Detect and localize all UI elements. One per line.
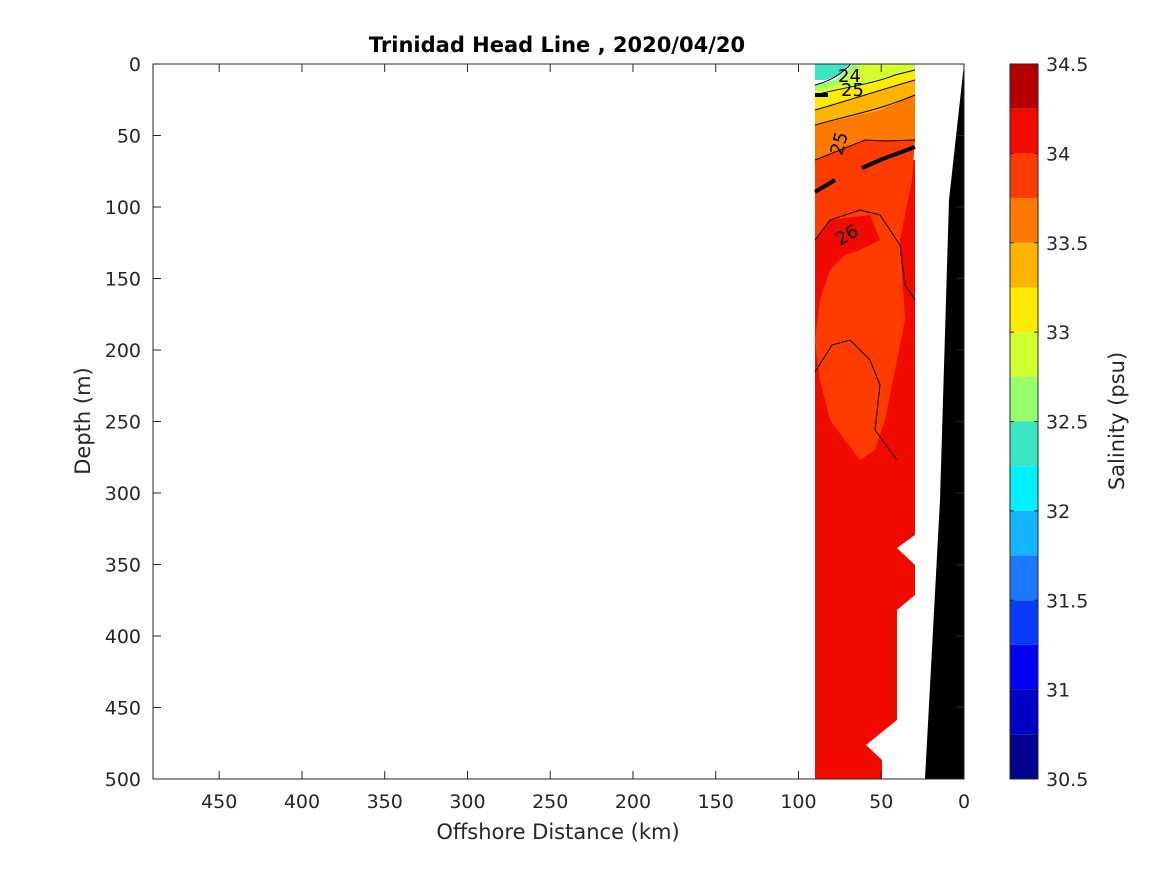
salinity-band-32 bbox=[815, 12, 915, 34]
salinity-band-32-75 bbox=[815, 64, 915, 95]
colorbar-tick-label: 32 bbox=[1046, 501, 1070, 523]
salinity-field bbox=[813, 0, 964, 779]
y-tick-label: 150 bbox=[105, 269, 141, 291]
colorbar-tick-label: 31 bbox=[1046, 680, 1070, 702]
salinity-band-33-75 bbox=[815, 95, 915, 160]
y-tick-label: 50 bbox=[117, 126, 141, 148]
plot-area: 24 25 25 26 450 400 350 300 250 200 150 100 50 0 … bbox=[105, 0, 970, 813]
y-tick-label: 0 bbox=[129, 54, 141, 76]
density-contours bbox=[813, 93, 916, 194]
salinity-band-32-25 bbox=[815, 64, 849, 80]
y-axis-ticks: 0 50 100 150 200 250 300 350 400 450 500 bbox=[105, 54, 964, 791]
x-tick-label: 450 bbox=[201, 791, 237, 813]
colorbar-swatches bbox=[1010, 64, 1038, 779]
x-tick-label: 0 bbox=[958, 791, 970, 813]
x-tick-label: 400 bbox=[284, 791, 320, 813]
salinity-band-31-25 bbox=[815, 0, 915, 5]
contour-label-25-top: 25 bbox=[841, 80, 864, 101]
colorbar-tick-label: 31.5 bbox=[1046, 590, 1088, 612]
bottom-topography bbox=[925, 64, 964, 779]
colorbar-swatch bbox=[1010, 510, 1038, 556]
colorbar-swatch bbox=[1010, 198, 1038, 243]
x-axis-label: Offshore Distance (km) bbox=[436, 820, 679, 844]
salinity-band-33 bbox=[815, 70, 915, 110]
x-tick-label: 250 bbox=[532, 791, 568, 813]
chart-title: Trinidad Head Line , 2020/04/20 bbox=[369, 33, 745, 57]
colorbar-tick-label: 33 bbox=[1046, 322, 1070, 344]
colorbar-ticks: 34.5 34 33.5 33 32.5 32 31.5 31 30.5 bbox=[1010, 54, 1088, 791]
colorbar-swatch bbox=[1010, 734, 1038, 779]
x-axis-ticks: 450 400 350 300 250 200 150 100 50 0 bbox=[201, 64, 970, 813]
colorbar-swatch bbox=[1010, 153, 1038, 199]
y-tick-label: 200 bbox=[105, 340, 141, 362]
x-tick-label: 150 bbox=[698, 791, 734, 813]
y-tick-label: 100 bbox=[105, 197, 141, 219]
colorbar-swatch bbox=[1010, 555, 1038, 601]
x-tick-label: 200 bbox=[615, 791, 651, 813]
colorbar-swatch bbox=[1010, 689, 1038, 735]
salinity-band-31-75 bbox=[815, 7, 915, 20]
colorbar-tick-label: 30.5 bbox=[1046, 769, 1088, 791]
x-tick-label: 350 bbox=[367, 791, 403, 813]
salinity-band-34 bbox=[815, 140, 915, 240]
colorbar-swatch bbox=[1010, 332, 1038, 377]
colorbar: 34.5 34 33.5 33 32.5 32 31.5 31 30.5 Salinity (p… bbox=[1009, 54, 1129, 791]
colorbar-tick-label: 33.5 bbox=[1046, 233, 1088, 255]
y-axis-label: Depth (m) bbox=[71, 367, 95, 474]
y-tick-label: 350 bbox=[105, 555, 141, 577]
colorbar-swatch bbox=[1010, 64, 1038, 109]
y-tick-label: 400 bbox=[105, 626, 141, 648]
colorbar-swatch bbox=[1010, 287, 1038, 333]
salinity-band-32-5 bbox=[815, 64, 861, 90]
y-tick-label: 500 bbox=[105, 769, 141, 791]
salinity-band-31-5 bbox=[815, 1, 915, 12]
y-tick-label: 450 bbox=[105, 698, 141, 720]
no-data-notch-2 bbox=[866, 595, 915, 779]
x-tick-label: 50 bbox=[869, 791, 893, 813]
thin-contours bbox=[814, 64, 916, 461]
colorbar-tick-label: 34 bbox=[1046, 143, 1070, 165]
colorbar-tick-label: 34.5 bbox=[1046, 54, 1088, 76]
x-tick-label: 100 bbox=[780, 791, 816, 813]
colorbar-swatch bbox=[1010, 644, 1038, 690]
y-tick-label: 250 bbox=[105, 412, 141, 434]
no-data-notch-1 bbox=[897, 535, 915, 565]
colorbar-swatch bbox=[1010, 108, 1038, 154]
y-tick-label: 300 bbox=[105, 483, 141, 505]
colorbar-swatch bbox=[1010, 600, 1038, 645]
colorbar-swatch bbox=[1010, 466, 1038, 511]
colorbar-swatch bbox=[1010, 376, 1038, 422]
colorbar-label: Salinity (psu) bbox=[1105, 352, 1129, 490]
colorbar-swatch bbox=[1010, 242, 1038, 288]
x-tick-label: 300 bbox=[449, 791, 485, 813]
colorbar-swatch bbox=[1010, 421, 1038, 467]
colorbar-tick-label: 32.5 bbox=[1046, 412, 1088, 434]
salinity-band-33-5 bbox=[815, 80, 915, 125]
contour-label-24: 24 bbox=[838, 66, 861, 87]
